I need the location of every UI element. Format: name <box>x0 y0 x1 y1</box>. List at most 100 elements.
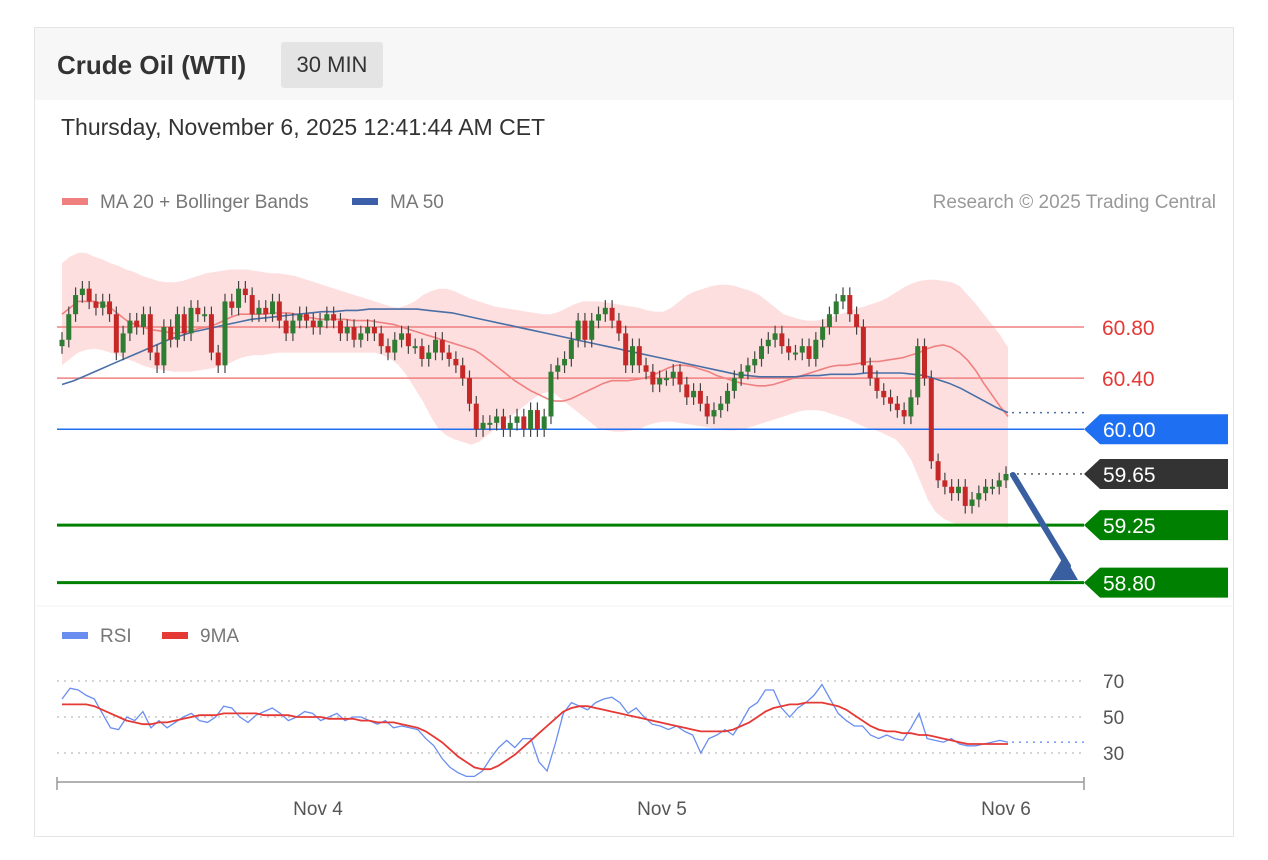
candlestick <box>643 357 649 380</box>
candlestick <box>582 312 588 348</box>
candlestick <box>976 485 982 508</box>
candle-body <box>888 397 894 404</box>
candle-body <box>358 333 364 340</box>
candle-body <box>670 371 676 379</box>
candle-body <box>1003 473 1009 481</box>
candle-body <box>820 327 826 340</box>
support-tag <box>1084 567 1228 598</box>
candle-body <box>154 352 160 366</box>
candle-body <box>806 346 812 359</box>
candlestick <box>514 408 520 431</box>
candle-body <box>657 378 663 385</box>
candlestick <box>602 300 608 322</box>
candle-body <box>392 339 398 353</box>
rsi-ma-line <box>62 701 1008 771</box>
candle-body <box>779 333 785 347</box>
candlestick <box>107 293 113 322</box>
timestamp: Thursday, November 6, 2025 12:41:44 AM C… <box>61 114 546 140</box>
candlestick <box>256 300 262 322</box>
timeframe-badge[interactable]: 30 MIN <box>281 42 383 88</box>
candle-body <box>813 339 819 359</box>
support-label: 58.80 <box>1103 573 1156 596</box>
candlestick <box>833 293 839 322</box>
candle-body <box>127 320 133 334</box>
candle-body <box>337 320 343 334</box>
candle-body <box>616 320 622 334</box>
candlestick <box>942 472 948 495</box>
candle-body <box>412 346 418 349</box>
candlestick <box>344 319 350 342</box>
candlestick <box>365 319 371 342</box>
support-label: 59.25 <box>1103 515 1156 538</box>
candle-body <box>908 397 914 417</box>
candle-body <box>181 314 187 334</box>
candle-body <box>66 314 72 340</box>
candlestick <box>249 287 255 322</box>
candle-body <box>833 301 839 315</box>
candle-body <box>507 422 513 430</box>
candle-body <box>555 365 561 372</box>
candle-body <box>677 371 683 385</box>
candlestick <box>73 287 79 322</box>
candlestick <box>568 332 574 367</box>
candlestick <box>358 325 364 348</box>
candlestick <box>147 306 153 361</box>
candle-body <box>208 314 214 353</box>
candle-body <box>86 288 92 302</box>
last-price-label: 59.65 <box>1103 464 1156 487</box>
candle-body <box>752 358 758 366</box>
candle-body <box>609 307 615 321</box>
candle-body <box>928 378 934 462</box>
candle-body <box>433 339 439 353</box>
candlestick <box>371 319 377 342</box>
candle-body <box>487 422 493 425</box>
candlestick <box>134 312 140 335</box>
candlestick <box>229 293 235 316</box>
candle-body <box>249 295 255 315</box>
candle-body <box>786 346 792 353</box>
candlestick <box>439 332 445 361</box>
candlestick <box>466 370 472 412</box>
candle-body <box>684 384 690 398</box>
candle-body <box>915 346 921 398</box>
candle-body <box>480 422 486 430</box>
candle-body <box>623 333 629 366</box>
candlestick <box>799 338 805 361</box>
candlestick <box>337 312 343 342</box>
instrument-title: Crude Oil (WTI) <box>57 50 247 80</box>
candle-body <box>331 314 337 321</box>
support-tag <box>1084 510 1228 541</box>
candle-body <box>195 307 201 315</box>
candle-body <box>881 390 887 398</box>
research-credit: Research © 2025 Trading Central <box>933 192 1216 213</box>
candle-body <box>711 410 717 417</box>
candle-body <box>270 301 276 315</box>
candlestick <box>867 357 873 386</box>
candlestick <box>677 364 683 393</box>
candlestick <box>378 325 384 354</box>
candlestick <box>127 312 133 342</box>
candlestick <box>826 306 832 335</box>
candle-body <box>562 358 568 366</box>
candlestick <box>283 312 289 342</box>
last-price-tag <box>1084 458 1228 489</box>
candle-body <box>697 390 703 404</box>
candlestick <box>623 325 629 374</box>
candlestick <box>854 306 860 335</box>
candle-body <box>738 371 744 379</box>
candle-body <box>140 314 146 327</box>
candlestick <box>385 338 391 361</box>
candlestick <box>806 338 812 367</box>
pivot-tag <box>1084 414 1228 445</box>
candlestick <box>242 280 248 303</box>
candlestick <box>446 344 452 367</box>
candlestick <box>772 325 778 348</box>
projection-arrow-head <box>1049 555 1078 581</box>
bollinger-band <box>62 252 1008 528</box>
candlestick <box>453 351 459 374</box>
ma50-legend-label: MA 50 <box>390 192 444 213</box>
candle-body <box>303 314 309 321</box>
candle-body <box>276 301 282 321</box>
resistance-label: 60.80 <box>1102 317 1155 340</box>
candlestick <box>915 338 921 405</box>
